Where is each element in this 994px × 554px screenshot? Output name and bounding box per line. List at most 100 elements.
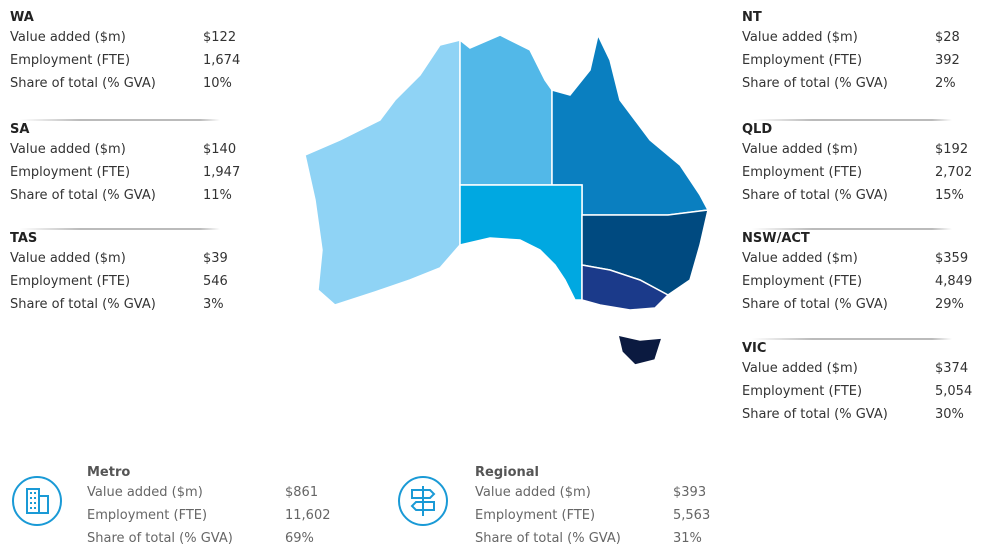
stat-row: Value added ($m) $861: [87, 485, 327, 508]
stat-row: Share of total (% GVA) 2%: [742, 76, 982, 99]
stat-value: $122: [203, 30, 237, 45]
stat-label: Employment (FTE): [742, 53, 863, 68]
stat-label: Share of total (% GVA): [10, 297, 156, 312]
stat-label: Employment (FTE): [742, 384, 863, 399]
stat-row: Value added ($m) $122: [10, 30, 250, 53]
stat-row: Share of total (% GVA) 10%: [10, 76, 250, 99]
stat-value: 392: [935, 53, 960, 68]
stat-value: 2,702: [935, 165, 973, 180]
block-title: NT: [742, 10, 762, 25]
stat-row: Share of total (% GVA) 31%: [475, 531, 715, 554]
regional-icon: [398, 476, 448, 526]
region-nt: [459, 34, 553, 186]
stat-row: Share of total (% GVA) 69%: [87, 531, 327, 554]
stat-value: $374: [935, 361, 969, 376]
separator: [20, 228, 220, 230]
stat-value: 31%: [673, 531, 702, 546]
region-tas: [616, 334, 664, 366]
stat-label: Employment (FTE): [87, 508, 208, 523]
stat-value: 1,947: [203, 165, 241, 180]
block-title: TAS: [10, 231, 38, 246]
stat-label: Share of total (% GVA): [87, 531, 233, 546]
stat-row: Share of total (% GVA) 3%: [10, 297, 250, 320]
stat-value: 11%: [203, 188, 232, 203]
stat-row: Value added ($m) $140: [10, 142, 250, 165]
stat-label: Share of total (% GVA): [10, 188, 156, 203]
stat-value: $359: [935, 251, 969, 266]
stat-value: 5,054: [935, 384, 973, 399]
region-block: NT Value added ($m) $28 Employment (FTE) 392…: [742, 10, 982, 99]
separator: [752, 228, 952, 230]
stat-value: $28: [935, 30, 960, 45]
separator: [752, 119, 952, 121]
stat-value: $393: [673, 485, 707, 500]
block-title: Regional: [475, 465, 540, 480]
stat-value: $39: [203, 251, 228, 266]
stat-value: $861: [285, 485, 319, 500]
stat-label: Share of total (% GVA): [742, 76, 888, 91]
block-title: VIC: [742, 341, 767, 356]
separator: [752, 338, 952, 340]
stat-row: Employment (FTE) 392: [742, 53, 982, 76]
stat-label: Value added ($m): [742, 142, 858, 157]
stat-row: Employment (FTE) 5,054: [742, 384, 982, 407]
region-block: WA Value added ($m) $122 Employment (FTE) 1,…: [10, 10, 250, 99]
stat-label: Share of total (% GVA): [742, 297, 888, 312]
stat-label: Employment (FTE): [742, 274, 863, 289]
stat-value: $140: [203, 142, 237, 157]
stat-label: Share of total (% GVA): [742, 188, 888, 203]
stat-value: 4,849: [935, 274, 973, 289]
stat-label: Employment (FTE): [10, 165, 131, 180]
stat-label: Share of total (% GVA): [742, 407, 888, 422]
stat-label: Value added ($m): [10, 142, 126, 157]
stat-row: Employment (FTE) 2,702: [742, 165, 982, 188]
stat-label: Employment (FTE): [475, 508, 596, 523]
stat-label: Value added ($m): [742, 30, 858, 45]
stat-value: 2%: [935, 76, 956, 91]
block-title: WA: [10, 10, 34, 25]
region-block: QLD Value added ($m) $192 Employment (FTE) 2…: [742, 122, 982, 211]
region-block: NSW/ACT Value added ($m) $359 Employment (F…: [742, 231, 982, 320]
metro-icon: [12, 476, 62, 526]
stat-row: Share of total (% GVA) 30%: [742, 407, 982, 430]
stat-value: 5,563: [673, 508, 711, 523]
stat-row: Employment (FTE) 11,602: [87, 508, 331, 531]
stat-value: $192: [935, 142, 969, 157]
stat-label: Value added ($m): [10, 30, 126, 45]
block-title: SA: [10, 122, 30, 137]
stat-row: Value added ($m) $374: [742, 361, 982, 384]
stat-label: Employment (FTE): [10, 274, 131, 289]
stat-row: Value added ($m) $28: [742, 30, 982, 53]
stat-label: Value added ($m): [10, 251, 126, 266]
region-wa: [304, 39, 461, 306]
region-block: SA Value added ($m) $140 Employment (FTE) 1,…: [10, 122, 250, 211]
area-block: Metro Value added ($m) $861 Employment (FTE…: [87, 465, 331, 554]
stat-row: Value added ($m) $39: [10, 251, 250, 274]
stat-row: Value added ($m) $393: [475, 485, 715, 508]
stat-value: 15%: [935, 188, 964, 203]
stat-row: Employment (FTE) 4,849: [742, 274, 982, 297]
stat-row: Share of total (% GVA) 11%: [10, 188, 250, 211]
stat-value: 11,602: [285, 508, 331, 523]
stat-row: Employment (FTE) 5,563: [475, 508, 715, 531]
stat-value: 546: [203, 274, 228, 289]
separator: [20, 119, 220, 121]
stat-value: 69%: [285, 531, 314, 546]
stat-label: Share of total (% GVA): [475, 531, 621, 546]
stat-row: Share of total (% GVA) 29%: [742, 297, 982, 320]
region-block: TAS Value added ($m) $39 Employment (FTE) 54…: [10, 231, 250, 320]
stat-label: Employment (FTE): [10, 53, 131, 68]
region-sa: [459, 184, 583, 301]
stat-label: Value added ($m): [742, 251, 858, 266]
stat-value: 30%: [935, 407, 964, 422]
stat-value: 3%: [203, 297, 224, 312]
stat-label: Value added ($m): [87, 485, 203, 500]
stat-value: 10%: [203, 76, 232, 91]
stat-row: Share of total (% GVA) 15%: [742, 188, 982, 211]
block-title: Metro: [87, 465, 131, 480]
stat-value: 29%: [935, 297, 964, 312]
stat-label: Value added ($m): [475, 485, 591, 500]
stat-value: 1,674: [203, 53, 241, 68]
